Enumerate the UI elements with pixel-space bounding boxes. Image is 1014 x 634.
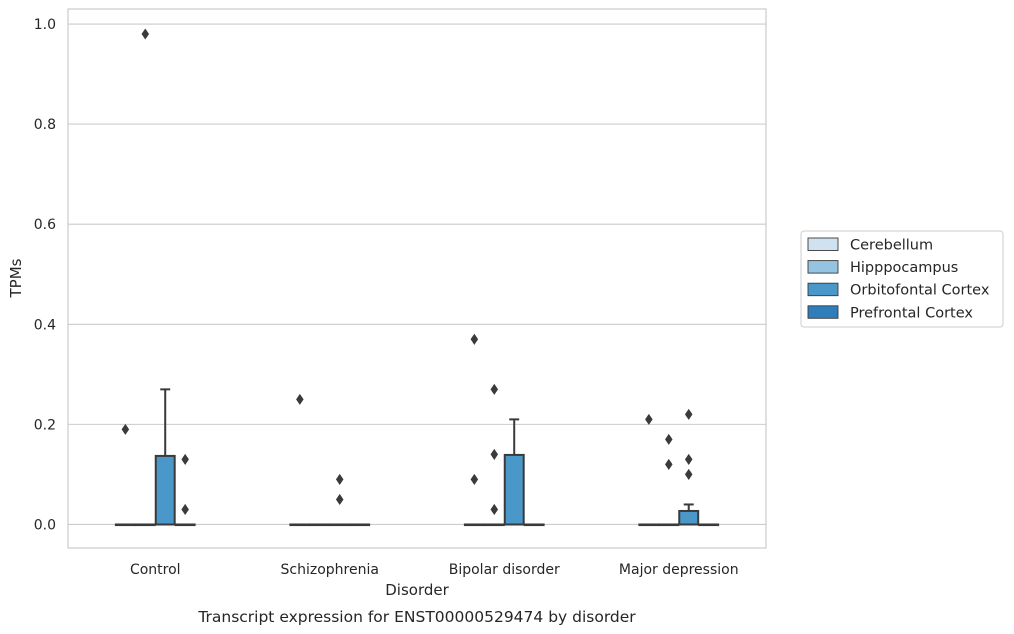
box-orbitofontal-cortex — [678, 408, 700, 526]
legend-swatch — [807, 260, 839, 274]
box-hipppocampus — [134, 28, 156, 527]
legend-swatch — [807, 237, 839, 251]
box-orbitofontal-cortex — [503, 418, 525, 526]
y-tick-label: 0.4 — [34, 317, 56, 333]
box-body — [503, 453, 525, 526]
y-axis-label: TPMs — [7, 258, 25, 298]
x-tick-label: Bipolar disorder — [449, 562, 560, 578]
legend: Cerebellum Hipppocampus Orbitofontal Corte… — [800, 230, 1004, 328]
outlier-point — [645, 413, 653, 425]
outlier-point — [181, 503, 189, 515]
outlier-point — [181, 453, 189, 465]
legend-frame — [800, 230, 1004, 328]
y-tick-label: 0.0 — [34, 517, 56, 533]
box-prefrontal-cortex — [349, 523, 371, 527]
outlier-point — [490, 383, 499, 395]
box-hipppocampus — [658, 433, 680, 527]
x-tick-label: Major depression — [619, 562, 739, 578]
outlier-point — [470, 473, 479, 485]
x-axis-label: Disorder — [385, 581, 449, 599]
outlier-point — [490, 503, 499, 515]
box-cerebellum — [463, 333, 485, 527]
y-tick-label: 0.8 — [34, 117, 56, 133]
box-body — [678, 509, 700, 526]
outlier-point — [665, 433, 673, 445]
outlier-point — [684, 408, 693, 420]
y-tick-label: 1.0 — [34, 17, 56, 33]
x-axis-ticks: Control Schizophrenia Bipolar disorder Majo… — [130, 562, 739, 578]
legend-label: Cerebellum — [850, 238, 933, 254]
outlier-point — [490, 448, 499, 460]
legend-swatch — [807, 282, 839, 297]
chart-caption: Transcript expression for ENST0000052947… — [197, 608, 636, 626]
outlier-point — [141, 28, 150, 40]
legend-label: Prefrontal Cortex — [850, 305, 973, 321]
y-tick-label: 0.6 — [34, 217, 56, 233]
legend-label: Hipppocampus — [850, 260, 958, 276]
legend-swatch — [807, 305, 839, 319]
outlier-point — [684, 453, 693, 465]
outlier-point — [684, 468, 693, 480]
x-tick-label: Schizophrenia — [281, 562, 379, 578]
box-prefrontal-cortex — [174, 453, 196, 527]
outlier-point — [470, 333, 479, 345]
outlier-point — [296, 393, 304, 405]
box-orbitofontal-cortex — [154, 388, 176, 526]
box-orbitofontal-cortex — [329, 473, 351, 527]
outlier-point — [335, 473, 344, 485]
x-tick-label: Control — [130, 562, 181, 578]
box-hipppocampus — [483, 383, 505, 527]
legend-label: Orbitofontal Cortex — [850, 283, 990, 299]
box-hipppocampus — [309, 523, 331, 527]
boxes — [114, 28, 720, 527]
box-prefrontal-cortex — [523, 523, 545, 527]
y-tick-label: 0.2 — [34, 417, 56, 433]
outlier-point — [121, 423, 130, 435]
box-cerebellum — [289, 393, 311, 527]
y-axis-ticks: 0.0 0.2 0.4 0.6 0.8 1.0 — [34, 17, 56, 533]
outlier-point — [665, 458, 673, 470]
box-body — [154, 454, 176, 526]
outlier-point — [335, 493, 344, 505]
box-prefrontal-cortex — [698, 523, 720, 527]
